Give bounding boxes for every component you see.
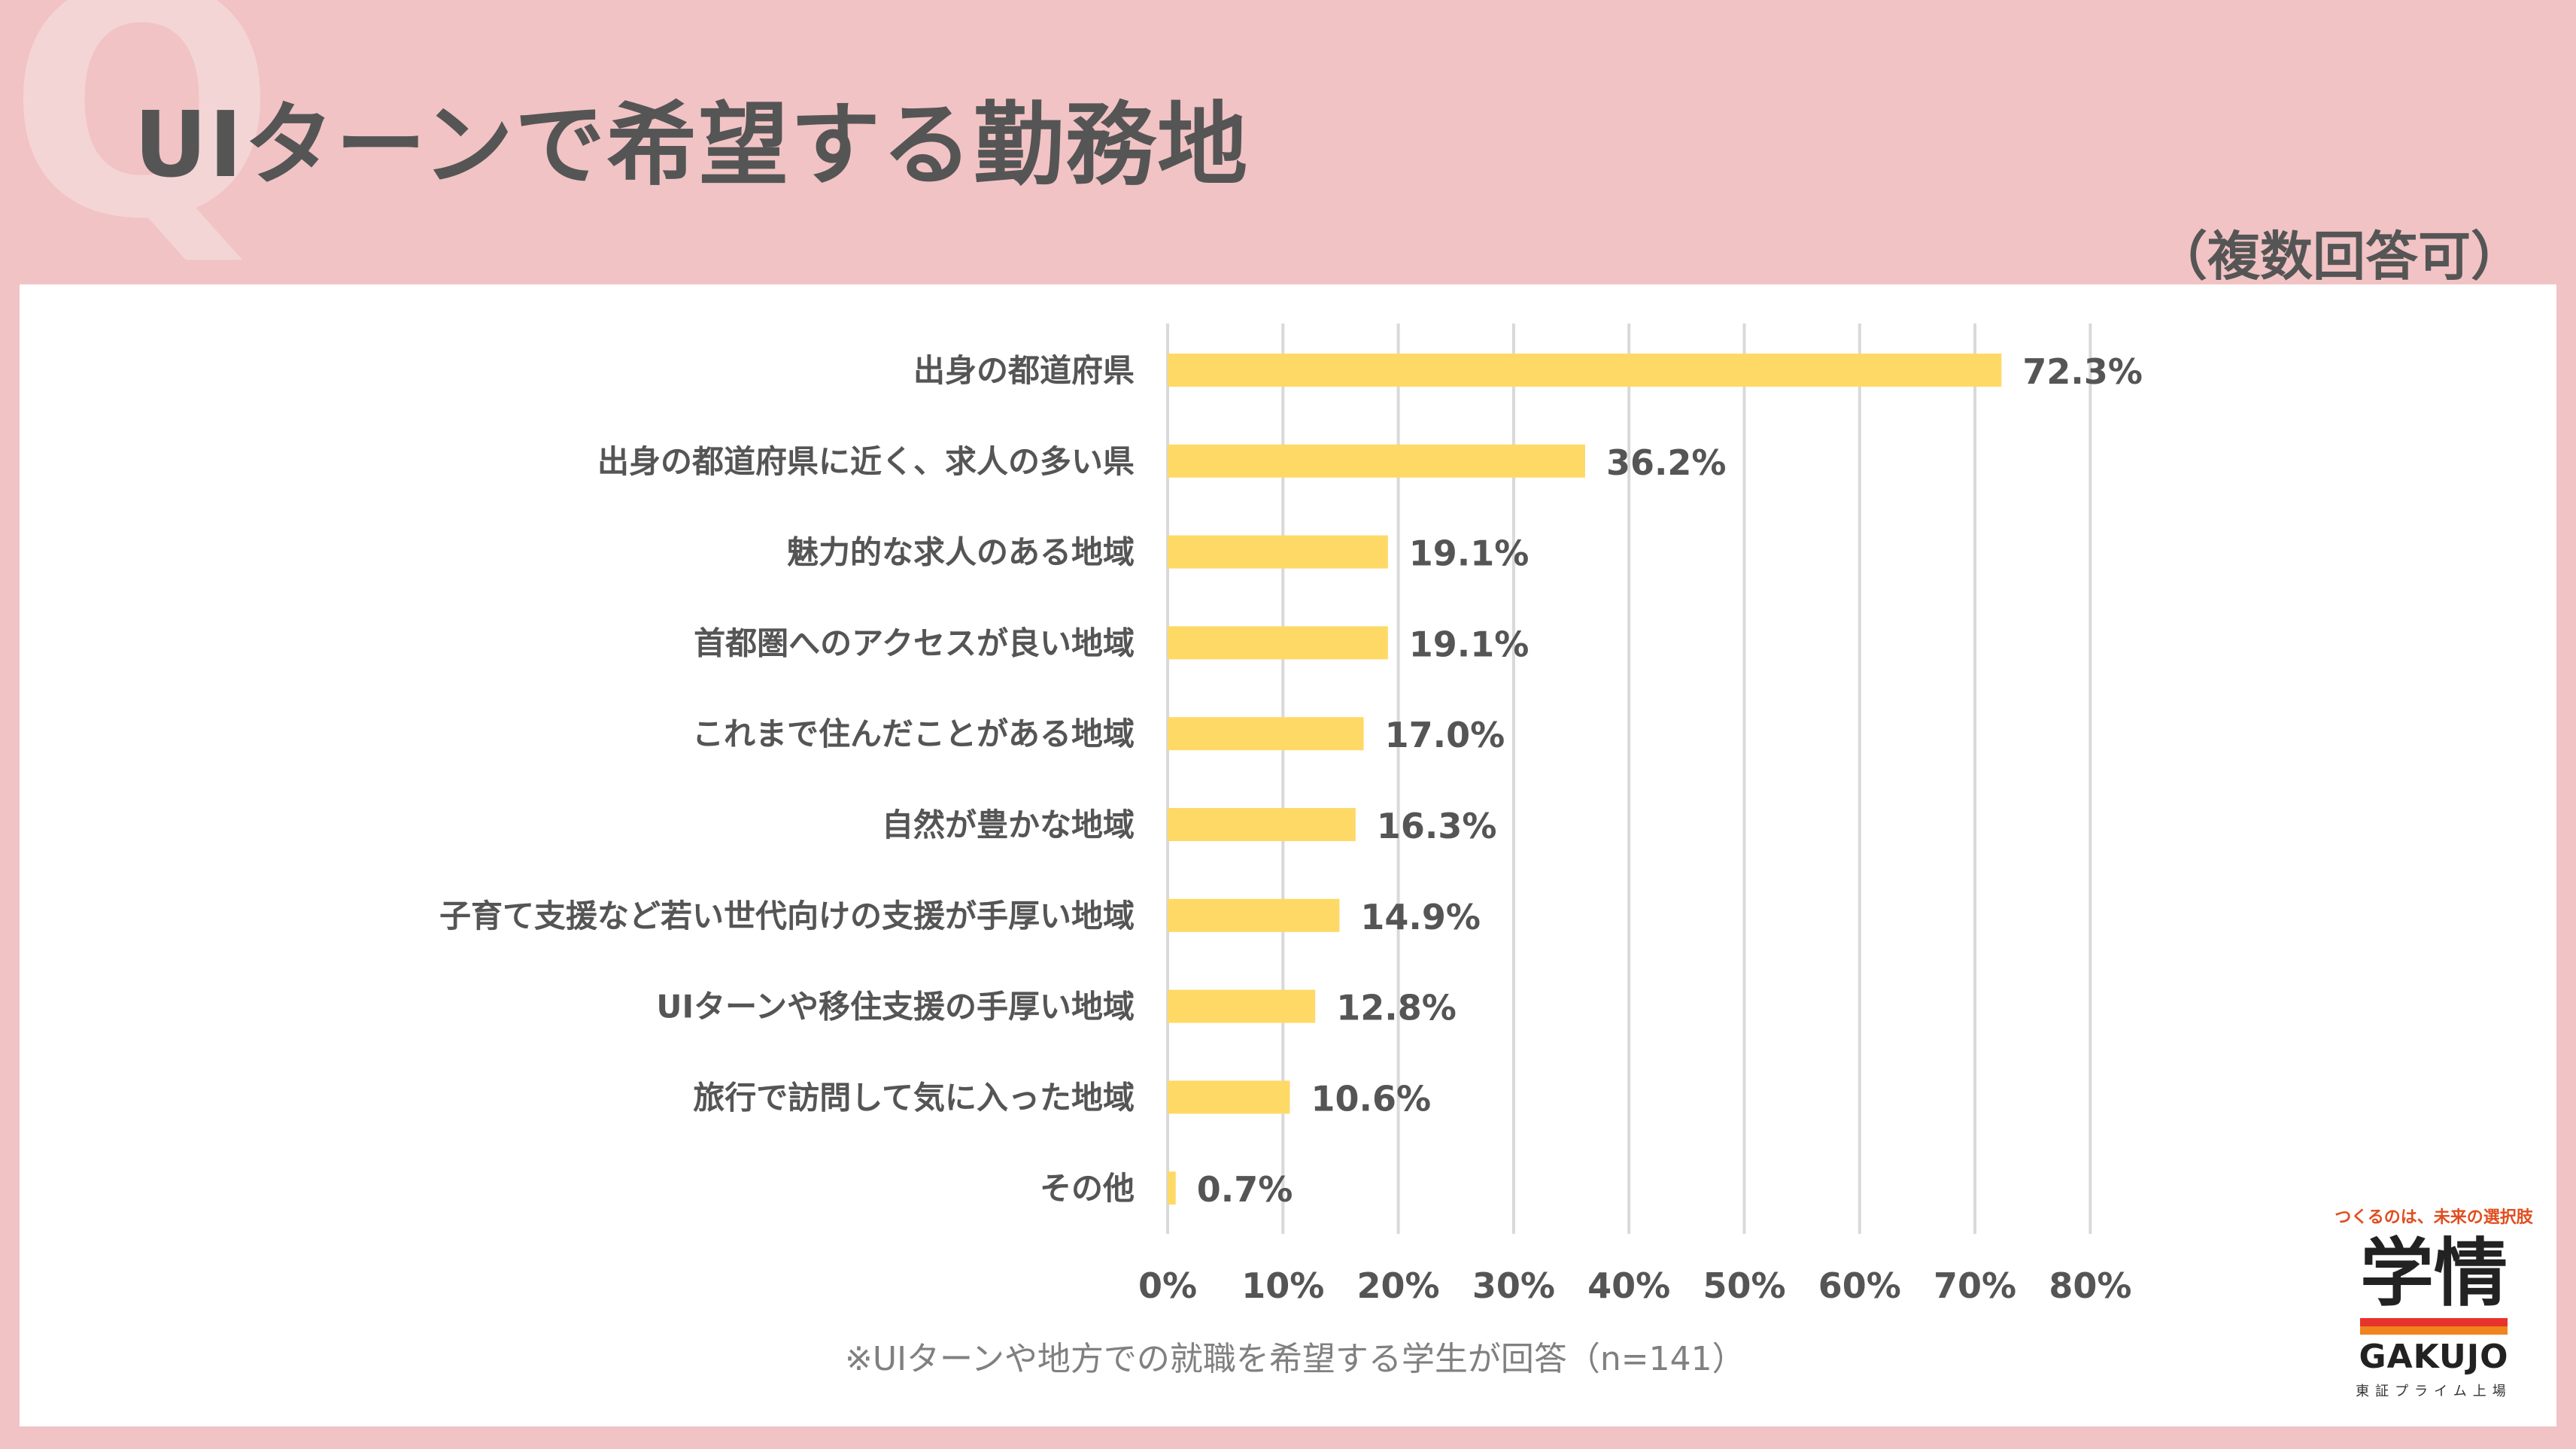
value-label: 12.8%: [1336, 988, 1457, 1028]
logo-color-bar: [2360, 1317, 2508, 1335]
x-tick-label: 0%: [1138, 1265, 1197, 1306]
bar: [1168, 717, 1364, 751]
bar: [1168, 898, 1340, 932]
value-labels: 72.3% 36.2% 19.1% 19.1% 17.0% 16.3% 14.9% 12.8%…: [1197, 351, 2143, 1210]
bars: [1168, 354, 2002, 1205]
logo-tagline: つくるのは、未来の選択肢: [2334, 1208, 2533, 1227]
x-tick-label: 70%: [1934, 1265, 2016, 1306]
bar: [1168, 444, 1585, 478]
category-label: 出身の都道府県に近く、求人の多い県: [597, 443, 1135, 480]
category-label: その他: [1040, 1170, 1135, 1207]
category-labels: 出身の都道府県出身の都道府県に近く、求人の多い県魅力的な求人のある地域首都圏への…: [439, 352, 1135, 1207]
x-axis-ticks: 0% 10% 20% 30% 40% 50% 60% 70% 80%: [1138, 1265, 2132, 1306]
logo-listing: 東証プライム上場: [2356, 1383, 2512, 1399]
x-tick-label: 60%: [1818, 1265, 1901, 1306]
value-label: 19.1%: [1409, 624, 1530, 664]
q-watermark: Q: [8, 0, 277, 289]
bar: [1168, 808, 1356, 841]
value-label: 0.7%: [1197, 1169, 1293, 1210]
value-label: 72.3%: [2022, 351, 2143, 392]
value-label: 14.9%: [1360, 897, 1481, 937]
bar: [1168, 1171, 1176, 1205]
value-label: 19.1%: [1409, 533, 1530, 574]
category-label: 出身の都道府県: [913, 352, 1135, 389]
x-tick-label: 80%: [2049, 1265, 2131, 1306]
value-label: 10.6%: [1311, 1078, 1431, 1119]
category-label: 子育て支援など若い世代向けの支援が手厚い地域: [439, 898, 1135, 934]
value-label: 16.3%: [1377, 806, 1497, 846]
x-tick-label: 10%: [1241, 1265, 1324, 1306]
bar: [1168, 535, 1388, 569]
x-tick-label: 40%: [1587, 1265, 1670, 1306]
x-tick-label: 30%: [1472, 1265, 1555, 1306]
gakujo-logo: つくるのは、未来の選択肢 学情 GAKUJO 東証プライム上場: [2325, 1204, 2543, 1400]
category-label: 首都圏へのアクセスが良い地域: [694, 624, 1135, 661]
category-label: UIターンや移住支援の手厚い地域: [656, 989, 1135, 1025]
category-label: 魅力的な求人のある地域: [787, 534, 1135, 571]
category-label: 旅行で訪問して気に入った地域: [693, 1079, 1135, 1116]
category-label: 自然が豊かな地域: [882, 807, 1135, 843]
bar: [1168, 626, 1388, 660]
bar: [1168, 354, 2002, 387]
logo-mark: 学情: [2359, 1231, 2508, 1317]
x-tick-label: 50%: [1703, 1265, 1785, 1306]
bar: [1168, 1080, 1290, 1114]
value-label: 17.0%: [1385, 715, 1505, 755]
logo-wordmark: GAKUJO: [2359, 1337, 2509, 1376]
footnote: ※UIターンや地方での就職を希望する学生が回答（n=141）: [845, 1340, 1745, 1378]
category-label: これまで住んだことがある地域: [692, 715, 1135, 752]
x-tick-label: 20%: [1357, 1265, 1440, 1306]
multiple-answers-note: （複数回答可）: [2155, 226, 2523, 287]
page-title: UIターンで希望する勤務地: [134, 93, 1250, 198]
value-label: 36.2%: [1606, 442, 1727, 483]
bar: [1168, 989, 1316, 1023]
